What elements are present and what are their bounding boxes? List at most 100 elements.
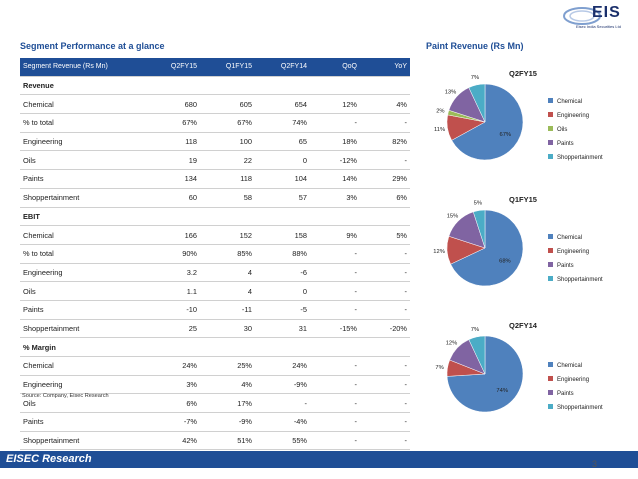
pie-data-label: 68%	[499, 259, 511, 265]
table-cell: -	[360, 431, 410, 451]
section-row: % Margin	[20, 337, 410, 357]
pie-slice	[472, 209, 486, 249]
paint-revenue-title: Paint Revenue (Rs Mn)	[426, 41, 524, 51]
table-cell: -20%	[360, 319, 410, 339]
table-cell: % to total	[20, 244, 145, 264]
table-cell: -9%	[200, 412, 255, 432]
table-cell: -	[310, 356, 360, 376]
table-cell: 25	[145, 319, 200, 339]
table-cell: -	[360, 113, 410, 133]
table-cell: Chemical	[20, 356, 145, 376]
column-header: Q2FY14	[255, 58, 310, 77]
table-row: Shoppertainment 60 58 57 3% 6%	[20, 188, 410, 208]
pie-data-label: 11%	[434, 127, 445, 133]
pie-data-label: 7%	[435, 365, 443, 371]
eis-logo-icon	[563, 7, 601, 25]
table-cell: -6	[255, 263, 310, 283]
table-cell: 60	[145, 188, 200, 208]
pie-data-label: 74%	[496, 388, 508, 394]
source-note: Source: Company, Eisec Research	[22, 393, 109, 399]
table-cell: 24%	[255, 356, 310, 376]
legend-entry: Chemical	[557, 99, 582, 105]
table-row: Paints -7% -9% -4% - -	[20, 412, 410, 432]
table-cell: Oils	[20, 281, 145, 301]
pie-data-label: 67%	[499, 132, 511, 138]
table-cell: 19	[145, 150, 200, 171]
table-cell: -12%	[310, 150, 360, 171]
table-cell: 118	[200, 169, 255, 189]
table-cell: Engineering	[20, 375, 145, 395]
table-cell: 6%	[360, 188, 410, 208]
table-cell: 85%	[200, 244, 255, 264]
table-cell: 104	[255, 169, 310, 189]
table-cell: -	[310, 393, 360, 414]
pie-data-label: 15%	[447, 214, 459, 220]
legend-swatch	[548, 98, 553, 103]
table-cell: -9%	[255, 375, 310, 395]
legend-entry: Shoppertainment	[557, 155, 603, 161]
table-cell: 57	[255, 188, 310, 208]
legend-swatch	[548, 154, 553, 159]
table-row: % to total 67% 67% 74% - -	[20, 113, 410, 133]
legend-entry: Engineering	[557, 113, 589, 119]
pie-title: Q1FY15	[509, 195, 537, 204]
table-cell: 3%	[145, 375, 200, 395]
table-cell: -	[310, 263, 360, 283]
table-cell: -7%	[145, 412, 200, 432]
pie-data-label: 5%	[474, 201, 482, 207]
table-cell: 14%	[310, 169, 360, 189]
table-cell: 3.2	[145, 263, 200, 283]
legend-entry: Chemical	[557, 363, 582, 369]
table-cell: 74%	[255, 113, 310, 133]
legend-entry: Engineering	[557, 249, 589, 255]
table-cell: 0	[255, 281, 310, 301]
table-cell: Chemical	[20, 225, 145, 245]
pie-slice	[450, 209, 524, 287]
table-cell: -4%	[255, 412, 310, 432]
legend-entry: Shoppertainment	[557, 405, 603, 411]
table-cell: Paints	[20, 169, 145, 189]
pie-data-label: 7%	[471, 75, 479, 81]
legend-swatch	[548, 276, 553, 281]
pie-data-label: 13%	[445, 90, 457, 96]
legend-swatch	[548, 126, 553, 131]
table-cell: 24%	[145, 356, 200, 376]
table-cell: 67%	[145, 113, 200, 133]
table-cell: 654	[255, 94, 310, 115]
table-cell: 31	[255, 319, 310, 339]
table-row: Paints -10 -11 -5- -	[20, 300, 410, 320]
pie-title: Q2FY15	[509, 69, 537, 78]
table-cell: 4	[200, 281, 255, 301]
table-cell: 67%	[200, 113, 255, 133]
segment-performance-title: Segment Performance at a glance	[20, 41, 165, 51]
section-row: Revenue	[20, 76, 410, 96]
table-cell: 152	[200, 225, 255, 245]
table-cell: 29%	[360, 169, 410, 189]
table-cell: -	[310, 244, 360, 264]
legend-entry: Chemical	[557, 235, 582, 241]
pie-slice	[451, 83, 524, 161]
table-cell: 0	[255, 150, 310, 171]
legend-entry: Paints	[557, 263, 574, 269]
table-cell: -	[310, 300, 360, 320]
table-row: Shoppertainment 25 30 31 -15% -20%	[20, 319, 410, 339]
legend-swatch	[548, 112, 553, 117]
table-cell: 9%	[310, 225, 360, 245]
logo-subtitle: Eisec India Securities Ltd	[576, 24, 621, 29]
table-cell: 166	[145, 225, 200, 245]
table-row: Engineering 3% 4% -9% - -	[20, 375, 410, 395]
section-row: EBIT	[20, 207, 410, 227]
column-header: Q2FY15	[145, 58, 200, 77]
table-row: % to total 90% 85% 88% - -	[20, 244, 410, 264]
column-header: Q1FY15	[200, 58, 255, 77]
table-header-row: Segment Revenue (Rs Mn) Q2FY15 Q1FY15 Q2FY1…	[20, 58, 410, 77]
table-cell: 12%	[310, 94, 360, 115]
table-row: Paints 134 118 104 14% 29%	[20, 169, 410, 189]
table-cell: -15%	[310, 319, 360, 339]
table-cell: 65	[255, 132, 310, 152]
legend-swatch	[548, 404, 553, 409]
table-row: Chemical 24% 25% 24% - -	[20, 356, 410, 376]
legend-swatch	[548, 390, 553, 395]
table-cell: 5%	[360, 225, 410, 245]
table-cell: Engineering	[20, 263, 145, 283]
